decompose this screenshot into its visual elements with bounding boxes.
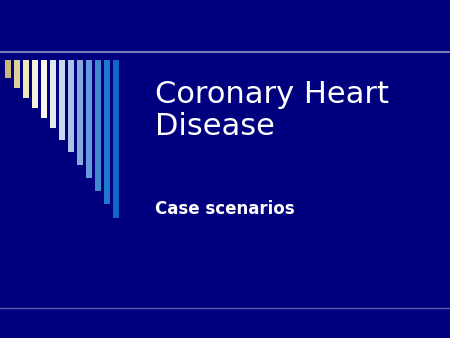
Bar: [113, 60, 119, 218]
Bar: [86, 60, 92, 178]
Bar: [68, 60, 74, 152]
Bar: [41, 60, 47, 118]
Bar: [104, 60, 110, 204]
Bar: [77, 60, 83, 165]
Bar: [5, 60, 11, 78]
Bar: [14, 60, 20, 88]
Text: Coronary Heart: Coronary Heart: [155, 80, 389, 109]
Bar: [32, 60, 38, 108]
Text: Disease: Disease: [155, 112, 275, 141]
Bar: [23, 60, 29, 98]
Bar: [59, 60, 65, 140]
Text: Case scenarios: Case scenarios: [155, 200, 295, 218]
Bar: [50, 60, 56, 128]
Bar: [95, 60, 101, 191]
